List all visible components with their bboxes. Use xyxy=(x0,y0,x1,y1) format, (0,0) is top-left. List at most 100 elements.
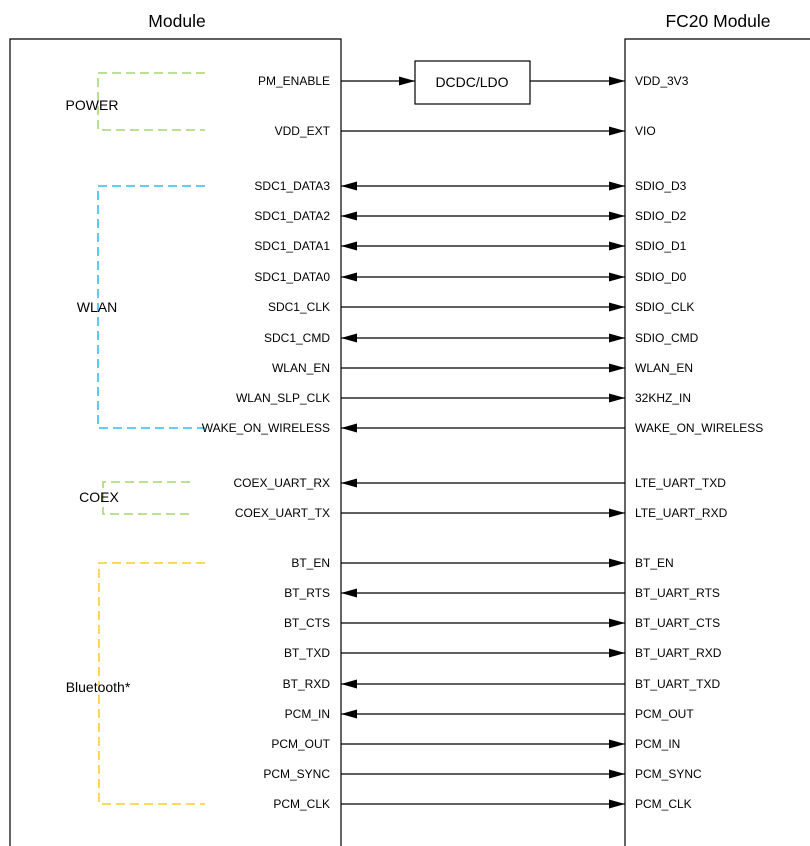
arrow-head xyxy=(609,302,625,312)
arrow-head xyxy=(341,241,357,251)
arrow-head xyxy=(341,272,357,282)
right-signal-label: VDD_3V3 xyxy=(635,74,689,88)
left-signal-label: PCM_SYNC xyxy=(263,767,330,781)
left-signal-label: BT_CTS xyxy=(284,616,330,630)
right-signal-label: WAKE_ON_WIRELESS xyxy=(635,421,763,435)
bluetooth-group-label: Bluetooth* xyxy=(66,679,131,695)
right-module-title: FC20 Module xyxy=(665,11,770,31)
signal-row: SDC1_DATA2 SDIO_D2 xyxy=(254,209,686,223)
left-signal-label: BT_EN xyxy=(291,556,330,570)
signal-row: BT_TXD BT_UART_RXD xyxy=(284,646,722,660)
signal-row: WLAN_EN WLAN_EN xyxy=(272,361,693,375)
arrow-head xyxy=(341,679,357,689)
signal-row: BT_RXD BT_UART_TXD xyxy=(283,677,721,691)
right-signal-label: SDIO_CMD xyxy=(635,331,699,345)
right-signal-label: PCM_SYNC xyxy=(635,767,702,781)
wlan-group-bracket xyxy=(97,185,205,429)
left-signal-label: WLAN_EN xyxy=(272,361,330,375)
power-group-label: POWER xyxy=(66,97,119,113)
arrow-head xyxy=(609,648,625,658)
signal-row: SDC1_DATA3 SDIO_D3 xyxy=(254,179,686,193)
wlan-group-label: WLAN xyxy=(77,299,117,315)
right-signal-label: SDIO_D2 xyxy=(635,209,687,223)
signal-row: SDC1_CMD SDIO_CMD xyxy=(264,331,699,345)
arrow-head xyxy=(399,76,415,86)
signal-row: BT_RTS BT_UART_RTS xyxy=(284,586,720,600)
arrow-head xyxy=(609,126,625,136)
left-signal-label: BT_RTS xyxy=(284,586,330,600)
left-signal-label: PCM_OUT xyxy=(271,737,330,751)
arrow-head xyxy=(341,588,357,598)
signal-row: WLAN_SLP_CLK 32KHZ_IN xyxy=(236,391,691,405)
left-signal-label: COEX_UART_TX xyxy=(235,506,330,520)
signal-row: PM_ENABLE VDD_3V3 xyxy=(258,74,689,88)
arrow-head xyxy=(341,333,357,343)
bluetooth-group-bracket xyxy=(98,562,205,805)
signal-row: SDC1_DATA0 SDIO_D0 xyxy=(254,270,686,284)
power-group-bracket xyxy=(97,72,205,131)
arrow-head xyxy=(609,333,625,343)
arrow-head xyxy=(609,76,625,86)
right-signal-label: PCM_IN xyxy=(635,737,680,751)
signal-row: COEX_UART_RX LTE_UART_TXD xyxy=(234,476,727,490)
right-signal-label: LTE_UART_TXD xyxy=(635,476,726,490)
right-signal-label: BT_UART_TXD xyxy=(635,677,720,691)
left-signal-label: SDC1_DATA3 xyxy=(254,179,330,193)
arrow-head xyxy=(609,272,625,282)
right-signal-label: PCM_CLK xyxy=(635,797,692,811)
signal-row: PCM_OUT PCM_IN xyxy=(271,737,680,751)
left-signal-label: PCM_IN xyxy=(285,707,330,721)
arrow-head xyxy=(609,769,625,779)
left-module-block xyxy=(9,38,342,846)
signal-row: PCM_SYNC PCM_SYNC xyxy=(263,767,702,781)
signal-row: SDC1_CLK SDIO_CLK xyxy=(268,300,694,314)
arrow-head xyxy=(609,799,625,809)
arrow-head xyxy=(609,211,625,221)
left-signal-label: SDC1_CMD xyxy=(264,331,330,345)
right-signal-label: 32KHZ_IN xyxy=(635,391,691,405)
signal-row: COEX_UART_TX LTE_UART_RXD xyxy=(235,506,728,520)
coex-group-label: COEX xyxy=(79,489,119,505)
left-signal-label: SDC1_CLK xyxy=(268,300,330,314)
left-signal-label: WLAN_SLP_CLK xyxy=(236,391,330,405)
arrow-head xyxy=(609,363,625,373)
signal-row: SDC1_DATA1 SDIO_D1 xyxy=(254,239,686,253)
signal-row: BT_EN BT_EN xyxy=(291,556,673,570)
arrow-head xyxy=(609,618,625,628)
arrow-head xyxy=(609,393,625,403)
arrow-head xyxy=(341,709,357,719)
right-signal-label: BT_UART_CTS xyxy=(635,616,720,630)
arrow-head xyxy=(341,478,357,488)
arrow-head xyxy=(609,181,625,191)
left-signal-label: VDD_EXT xyxy=(275,124,331,138)
right-signal-label: LTE_UART_RXD xyxy=(635,506,728,520)
right-signal-label: SDIO_D0 xyxy=(635,270,687,284)
right-signal-label: PCM_OUT xyxy=(635,707,694,721)
left-signal-label: PCM_CLK xyxy=(273,797,330,811)
arrow-head xyxy=(609,241,625,251)
right-signal-label: BT_UART_RXD xyxy=(635,646,722,660)
arrow-head xyxy=(341,211,357,221)
right-module-block xyxy=(624,38,810,846)
arrow-head xyxy=(341,423,357,433)
right-signal-label: SDIO_D1 xyxy=(635,239,687,253)
right-signal-label: WLAN_EN xyxy=(635,361,693,375)
signal-row: WAKE_ON_WIRELESS WAKE_ON_WIRELESS xyxy=(202,421,764,435)
coex-group-bracket xyxy=(102,481,190,515)
dcdc-ldo-label: DCDC/LDO xyxy=(435,74,508,90)
right-signal-label: VIO xyxy=(635,124,656,138)
left-signal-label: BT_RXD xyxy=(283,677,331,691)
right-signal-label: BT_UART_RTS xyxy=(635,586,720,600)
left-signal-label: SDC1_DATA1 xyxy=(254,239,330,253)
arrow-head xyxy=(609,558,625,568)
right-signal-label: SDIO_CLK xyxy=(635,300,694,314)
signal-row: PCM_CLK PCM_CLK xyxy=(273,797,691,811)
arrow-head xyxy=(341,181,357,191)
left-signal-label: WAKE_ON_WIRELESS xyxy=(202,421,330,435)
dcdc-ldo-box xyxy=(414,60,531,105)
signal-row: BT_CTS BT_UART_CTS xyxy=(284,616,720,630)
signal-rows: PM_ENABLE VDD_3V3 VDD_EXT VIO SDC1_DATA3 SDIO… xyxy=(202,74,764,811)
left-signal-label: SDC1_DATA2 xyxy=(254,209,330,223)
signal-row: VDD_EXT VIO xyxy=(275,124,656,138)
